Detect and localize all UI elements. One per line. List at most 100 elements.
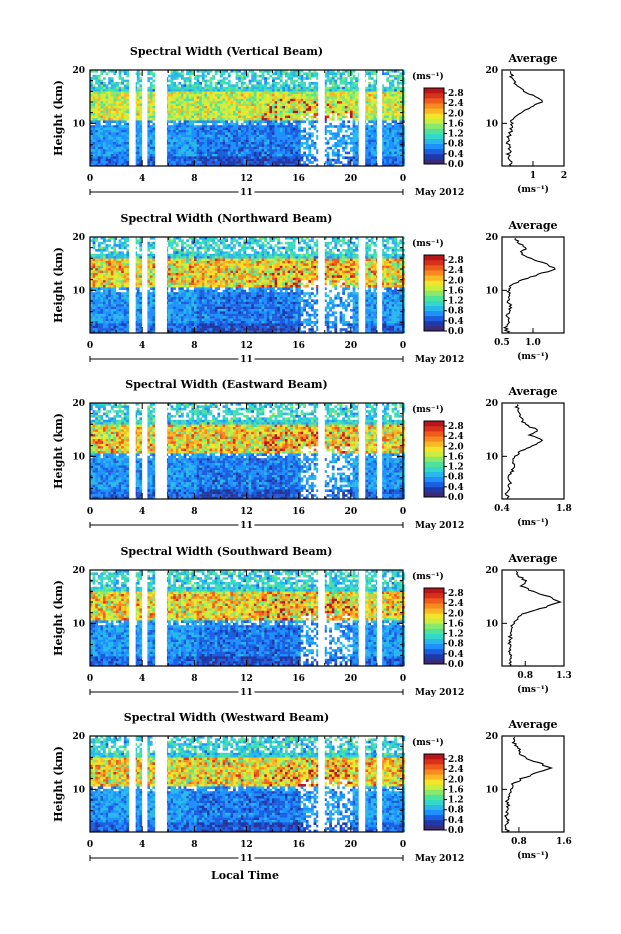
heatmap-cell bbox=[246, 125, 249, 128]
heatmap-cell bbox=[353, 87, 356, 90]
heatmap-cell bbox=[303, 82, 306, 85]
heatmap-cell bbox=[189, 247, 192, 250]
heatmap-cell bbox=[93, 159, 96, 162]
heatmap-cell bbox=[152, 111, 155, 114]
heatmap-cell bbox=[345, 111, 348, 114]
heatmap-cell bbox=[230, 135, 233, 138]
heatmap-cell bbox=[204, 116, 207, 119]
heatmap-cell bbox=[119, 89, 122, 92]
heatmap-cell bbox=[397, 92, 400, 95]
heatmap-cell bbox=[233, 152, 236, 155]
heatmap-cell bbox=[345, 125, 348, 128]
heatmap-cell bbox=[103, 113, 106, 116]
heatmap-cell bbox=[306, 99, 309, 102]
heatmap-cell bbox=[267, 101, 270, 104]
heatmap-cell bbox=[137, 144, 140, 147]
heatmap-cell bbox=[295, 137, 298, 140]
heatmap-cell bbox=[93, 104, 96, 107]
heatmap-cell bbox=[199, 120, 202, 123]
heatmap-cell bbox=[285, 128, 288, 131]
heatmap-cell bbox=[264, 144, 267, 147]
heatmap-cell bbox=[251, 111, 254, 114]
heatmap-cell bbox=[386, 99, 389, 102]
heatmap-cell bbox=[399, 118, 402, 121]
heatmap-cell bbox=[285, 82, 288, 85]
heatmap-cell bbox=[311, 87, 314, 90]
heatmap-cell bbox=[241, 84, 244, 87]
heatmap-cell bbox=[139, 80, 142, 83]
heatmap-cell bbox=[290, 147, 293, 150]
heatmap-cell bbox=[295, 80, 298, 83]
heatmap-cell bbox=[301, 108, 304, 111]
heatmap-cell bbox=[327, 72, 330, 75]
heatmap-cell bbox=[340, 72, 343, 75]
heatmap-cell bbox=[147, 147, 150, 150]
heatmap-cell bbox=[184, 99, 187, 102]
heatmap-cell bbox=[186, 149, 189, 152]
heatmap-cell bbox=[95, 156, 98, 159]
heatmap-cell bbox=[353, 140, 356, 143]
heatmap-cell bbox=[373, 137, 376, 140]
heatmap-cell bbox=[368, 120, 371, 123]
heatmap-cell bbox=[119, 247, 122, 250]
heatmap-cell bbox=[189, 99, 192, 102]
heatmap-cell bbox=[264, 120, 267, 123]
heatmap-cell bbox=[264, 156, 267, 159]
heatmap-cell bbox=[288, 106, 291, 109]
heatmap-cell bbox=[371, 108, 374, 111]
heatmap-cell bbox=[243, 120, 246, 123]
heatmap-cell bbox=[217, 135, 220, 138]
heatmap-cell bbox=[181, 89, 184, 92]
heatmap-cell bbox=[197, 159, 200, 162]
heatmap-cell bbox=[259, 96, 262, 99]
heatmap-cell bbox=[399, 140, 402, 143]
heatmap-cell bbox=[113, 108, 116, 111]
heatmap-cell bbox=[264, 111, 267, 114]
heatmap-cell bbox=[93, 254, 96, 257]
heatmap-cell bbox=[353, 101, 356, 104]
heatmap-cell bbox=[215, 251, 218, 254]
heatmap-cell bbox=[108, 244, 111, 247]
heatmap-cell bbox=[191, 130, 194, 133]
heatmap-cell bbox=[228, 149, 231, 152]
heatmap-cell bbox=[212, 123, 215, 126]
heatmap-cell bbox=[371, 149, 374, 152]
heatmap-cell bbox=[168, 111, 171, 114]
heatmap-cell bbox=[215, 113, 218, 116]
heatmap-cell bbox=[137, 92, 140, 95]
heatmap-cell bbox=[368, 89, 371, 92]
heatmap-cell bbox=[220, 99, 223, 102]
heatmap-cell bbox=[137, 82, 140, 85]
heatmap-cell bbox=[368, 137, 371, 140]
heatmap-cell bbox=[210, 149, 213, 152]
heatmap-cell bbox=[314, 108, 317, 111]
heatmap-cell bbox=[119, 111, 122, 114]
heatmap-cell bbox=[392, 152, 395, 155]
heatmap-cell bbox=[210, 99, 213, 102]
heatmap-cell bbox=[350, 149, 353, 152]
heatmap-cell bbox=[113, 149, 116, 152]
heatmap-cell bbox=[108, 140, 111, 143]
heatmap-cell bbox=[225, 111, 228, 114]
heatmap-cell bbox=[228, 161, 231, 164]
heatmap-cell bbox=[116, 142, 119, 145]
heatmap-cell bbox=[246, 104, 249, 107]
heatmap-cell bbox=[228, 154, 231, 157]
heatmap-cell bbox=[371, 128, 374, 131]
heatmap-cell bbox=[394, 111, 397, 114]
heatmap-cell bbox=[191, 128, 194, 131]
heatmap-cell bbox=[306, 92, 309, 95]
heatmap-cell bbox=[184, 135, 187, 138]
heatmap-cell bbox=[277, 96, 280, 99]
heatmap-cell bbox=[236, 137, 239, 140]
heatmap-cell bbox=[124, 156, 127, 159]
heatmap-cell bbox=[137, 87, 140, 90]
heatmap-cell bbox=[228, 92, 231, 95]
heatmap-cell bbox=[394, 120, 397, 123]
heatmap-cell bbox=[173, 239, 176, 242]
heatmap-cell bbox=[191, 111, 194, 114]
heatmap-cell bbox=[355, 140, 358, 143]
heatmap-cell bbox=[191, 108, 194, 111]
heatmap-cell bbox=[267, 87, 270, 90]
heatmap-cell bbox=[217, 89, 220, 92]
